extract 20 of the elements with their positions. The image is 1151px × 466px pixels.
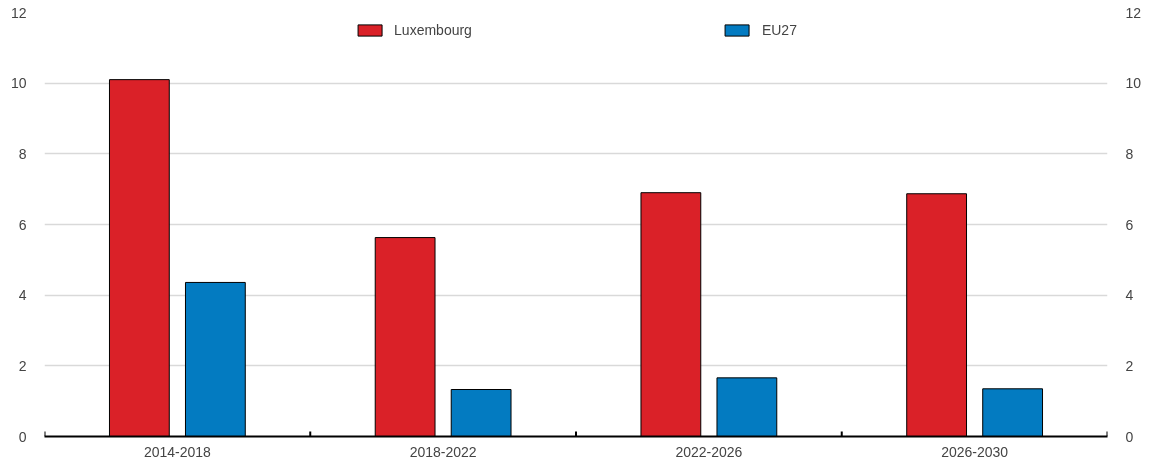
y-tick-label: 2	[18, 357, 27, 374]
x-tick-label: 2018-2022	[409, 443, 477, 460]
y2-tick-label: 6	[1125, 216, 1134, 233]
y-tick-label: 6	[18, 216, 27, 233]
y-tick-label: 10	[10, 75, 27, 92]
y-tick-label: 12	[10, 4, 27, 21]
x-tick-label: 2022-2026	[675, 443, 743, 460]
x-tick-label: 2014-2018	[143, 443, 212, 460]
legend-label: Luxembourg	[394, 22, 472, 38]
y-tick-label: 4	[18, 287, 27, 304]
y2-tick-label: 8	[1125, 145, 1134, 162]
y2-tick-label: 0	[1125, 428, 1134, 445]
y2-tick-label: 2	[1125, 357, 1134, 374]
y2-tick-label: 10	[1125, 75, 1142, 92]
y-tick-label: 0	[18, 428, 27, 445]
x-tick-label: 2026-2030	[941, 443, 1009, 460]
y2-tick-label: 4	[1125, 287, 1134, 304]
y2-tick-label: 12	[1125, 4, 1142, 21]
y-tick-label: 8	[18, 145, 27, 162]
legend-label: EU27	[761, 22, 797, 38]
